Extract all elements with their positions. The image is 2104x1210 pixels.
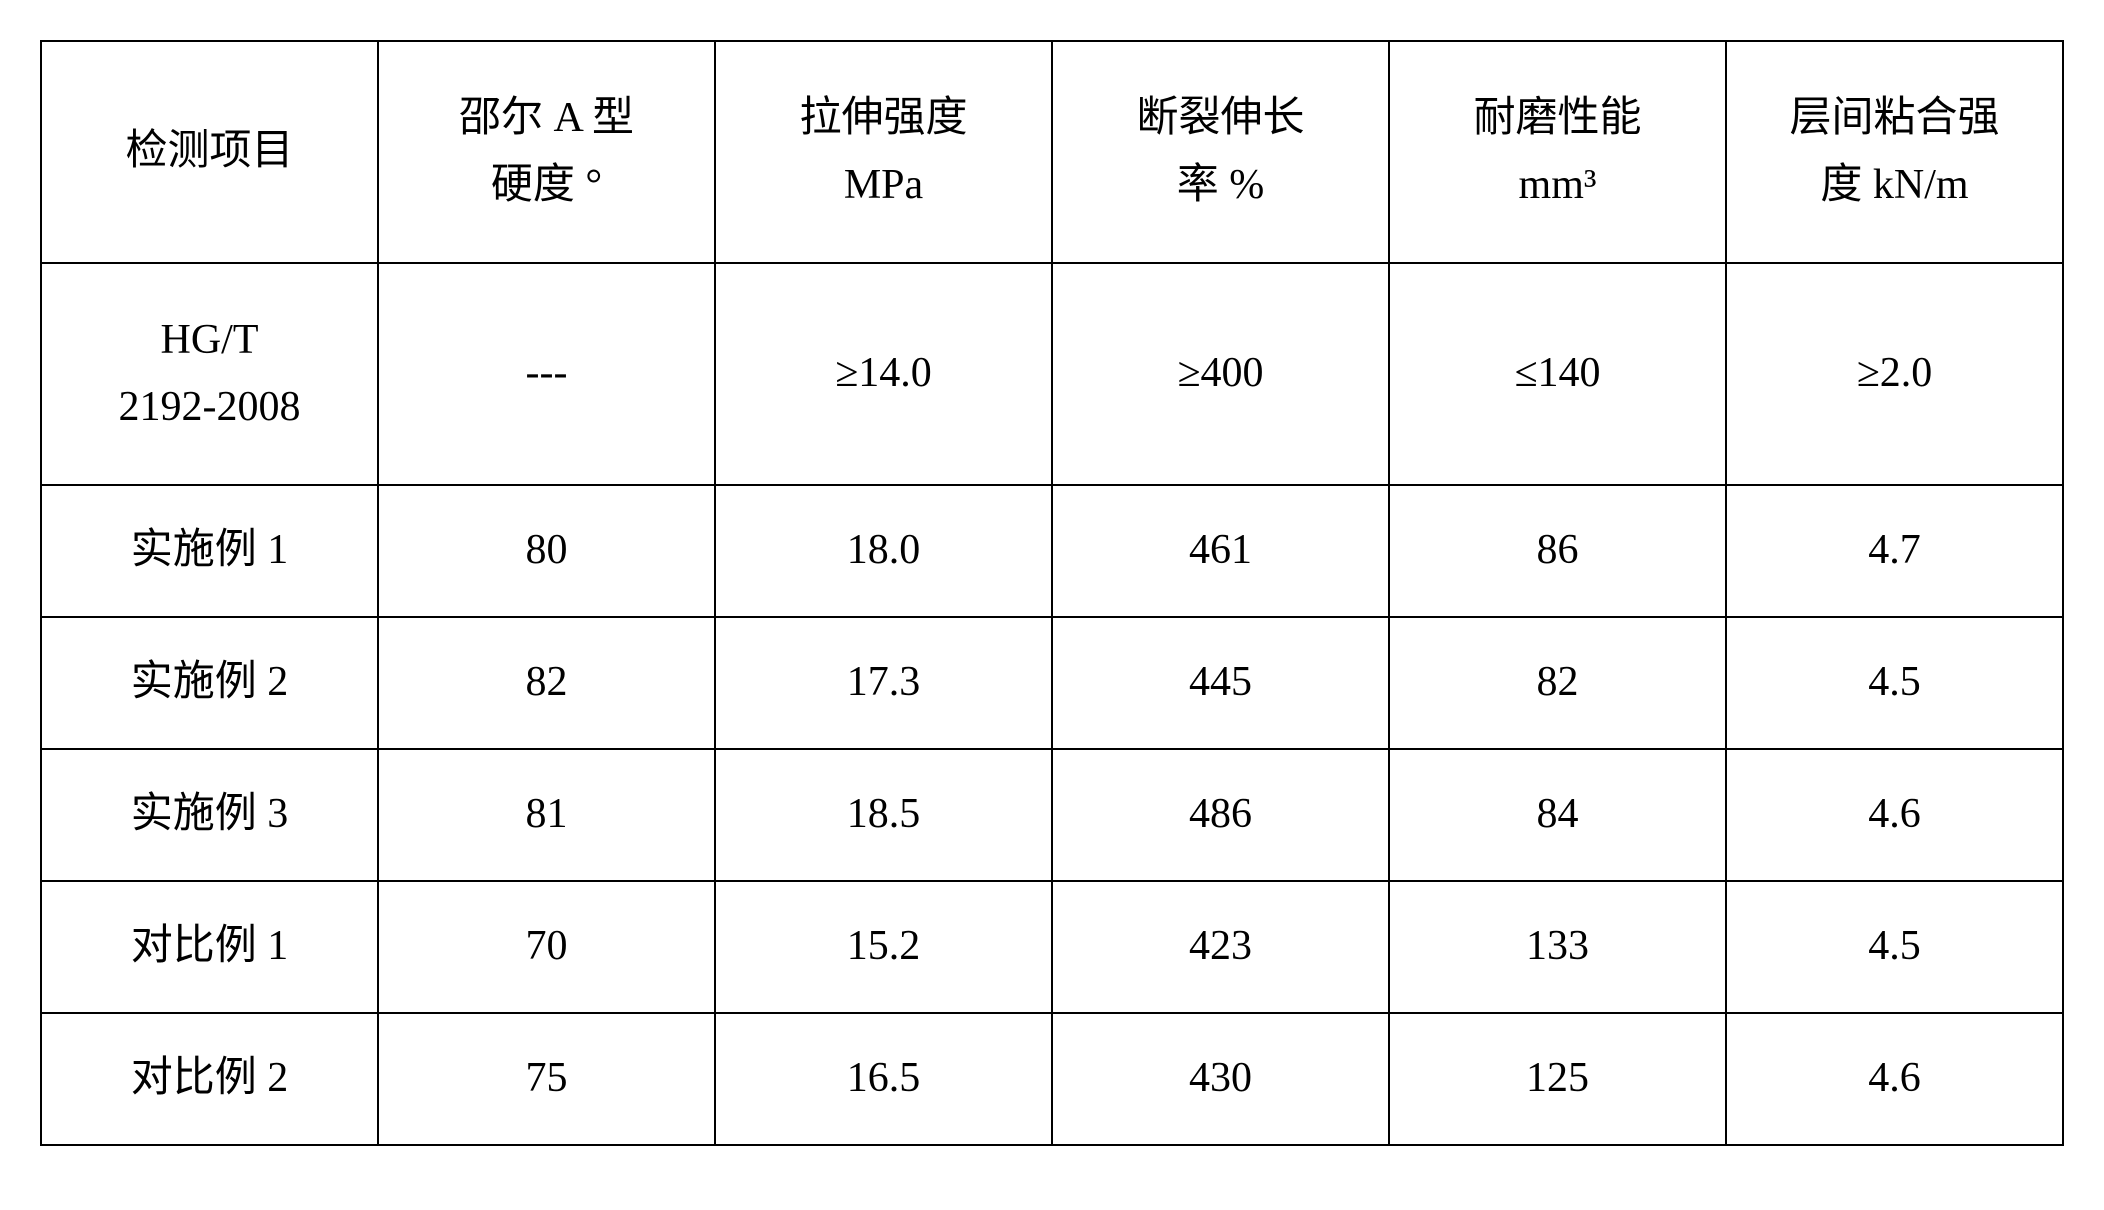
cell-hardness: 81 bbox=[378, 749, 715, 881]
cell-tensile: 16.5 bbox=[715, 1013, 1052, 1145]
cell-adhesion: ≥2.0 bbox=[1726, 263, 2063, 485]
row-label: 实施例 2 bbox=[41, 617, 378, 749]
table-row: 对比例 2 75 16.5 430 125 4.6 bbox=[41, 1013, 2063, 1145]
cell-adhesion: 4.6 bbox=[1726, 749, 2063, 881]
table-row: 实施例 2 82 17.3 445 82 4.5 bbox=[41, 617, 2063, 749]
header-text: 检测项目 bbox=[125, 128, 293, 174]
row-label: 实施例 1 bbox=[41, 485, 378, 617]
header-text-line2: MPa bbox=[844, 162, 923, 208]
cell-tensile: 18.5 bbox=[715, 749, 1052, 881]
cell-wear: 125 bbox=[1389, 1013, 1726, 1145]
table-row: 实施例 1 80 18.0 461 86 4.7 bbox=[41, 485, 2063, 617]
table-header-row: 检测项目 邵尔 A 型 硬度 ° 拉伸强度 MPa 断裂伸长 率 % 耐磨性能 … bbox=[41, 41, 2063, 263]
header-text-line1: 层间粘合强 bbox=[1789, 95, 1999, 141]
cell-hardness: 75 bbox=[378, 1013, 715, 1145]
header-text-line1: 耐磨性能 bbox=[1473, 95, 1641, 141]
cell-wear: 86 bbox=[1389, 485, 1726, 617]
table-body: HG/T 2192-2008 --- ≥14.0 ≥400 ≤140 ≥2.0 … bbox=[41, 263, 2063, 1145]
row-label: 对比例 2 bbox=[41, 1013, 378, 1145]
row-label-line1: HG/T bbox=[161, 317, 259, 363]
row-label: HG/T 2192-2008 bbox=[41, 263, 378, 485]
cell-elongation: 445 bbox=[1052, 617, 1389, 749]
cell-elongation: 461 bbox=[1052, 485, 1389, 617]
header-text-line1: 断裂伸长 bbox=[1136, 95, 1304, 141]
cell-hardness: --- bbox=[378, 263, 715, 485]
table-row: HG/T 2192-2008 --- ≥14.0 ≥400 ≤140 ≥2.0 bbox=[41, 263, 2063, 485]
header-text-line2: 率 % bbox=[1177, 162, 1265, 208]
cell-adhesion: 4.6 bbox=[1726, 1013, 2063, 1145]
table-row: 对比例 1 70 15.2 423 133 4.5 bbox=[41, 881, 2063, 1013]
cell-wear: ≤140 bbox=[1389, 263, 1726, 485]
col-header-elongation: 断裂伸长 率 % bbox=[1052, 41, 1389, 263]
col-header-hardness: 邵尔 A 型 硬度 ° bbox=[378, 41, 715, 263]
cell-tensile: 18.0 bbox=[715, 485, 1052, 617]
cell-elongation: 486 bbox=[1052, 749, 1389, 881]
header-text-line1: 邵尔 A 型 bbox=[459, 95, 634, 141]
cell-wear: 133 bbox=[1389, 881, 1726, 1013]
table-row: 实施例 3 81 18.5 486 84 4.6 bbox=[41, 749, 2063, 881]
header-text-line1: 拉伸强度 bbox=[799, 95, 967, 141]
material-properties-table: 检测项目 邵尔 A 型 硬度 ° 拉伸强度 MPa 断裂伸长 率 % 耐磨性能 … bbox=[40, 40, 2064, 1146]
row-label: 实施例 3 bbox=[41, 749, 378, 881]
col-header-item: 检测项目 bbox=[41, 41, 378, 263]
cell-tensile: ≥14.0 bbox=[715, 263, 1052, 485]
cell-adhesion: 4.7 bbox=[1726, 485, 2063, 617]
cell-adhesion: 4.5 bbox=[1726, 617, 2063, 749]
cell-elongation: 423 bbox=[1052, 881, 1389, 1013]
cell-hardness: 70 bbox=[378, 881, 715, 1013]
cell-elongation: ≥400 bbox=[1052, 263, 1389, 485]
cell-tensile: 15.2 bbox=[715, 881, 1052, 1013]
row-label-line2: 2192-2008 bbox=[119, 384, 301, 430]
cell-wear: 82 bbox=[1389, 617, 1726, 749]
row-label: 对比例 1 bbox=[41, 881, 378, 1013]
header-text-line2: 硬度 ° bbox=[491, 162, 602, 208]
col-header-adhesion: 层间粘合强 度 kN/m bbox=[1726, 41, 2063, 263]
cell-hardness: 80 bbox=[378, 485, 715, 617]
header-text-line2: mm³ bbox=[1519, 162, 1597, 208]
cell-elongation: 430 bbox=[1052, 1013, 1389, 1145]
col-header-wear: 耐磨性能 mm³ bbox=[1389, 41, 1726, 263]
cell-tensile: 17.3 bbox=[715, 617, 1052, 749]
cell-hardness: 82 bbox=[378, 617, 715, 749]
cell-adhesion: 4.5 bbox=[1726, 881, 2063, 1013]
col-header-tensile: 拉伸强度 MPa bbox=[715, 41, 1052, 263]
header-text-line2: 度 kN/m bbox=[1820, 162, 1968, 208]
cell-wear: 84 bbox=[1389, 749, 1726, 881]
